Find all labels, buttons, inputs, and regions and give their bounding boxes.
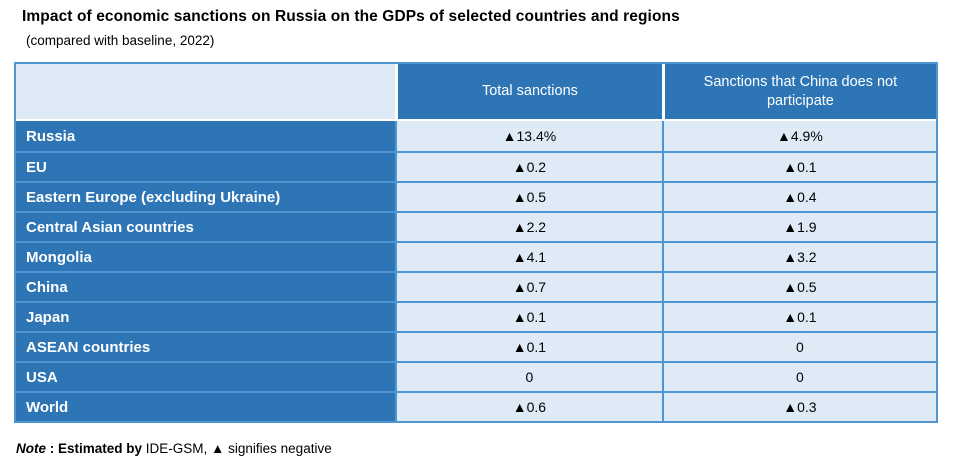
table-row: Japan ▲0.1 ▲0.1 xyxy=(16,301,936,331)
footnote-bold-text: Estimated by xyxy=(58,441,146,456)
column-header-no-china-sanctions: Sanctions that China does not participat… xyxy=(661,64,936,121)
table-row: USA 0 0 xyxy=(16,361,936,391)
cell-total: ▲0.6 xyxy=(395,391,662,421)
table-row: Mongolia ▲4.1 ▲3.2 xyxy=(16,241,936,271)
row-label: EU xyxy=(16,151,396,181)
cell-no-china: ▲0.3 xyxy=(661,391,936,421)
table-row: ASEAN countries ▲0.1 0 xyxy=(16,331,936,361)
table-row: World ▲0.6 ▲0.3 xyxy=(16,391,936,421)
footnote-text: IDE-GSM, ▲ signifies negative xyxy=(145,441,332,456)
cell-total: ▲13.4% xyxy=(395,121,662,151)
cell-no-china: 0 xyxy=(661,361,936,391)
table-row: China ▲0.7 ▲0.5 xyxy=(16,271,936,301)
row-label: Russia xyxy=(16,121,396,151)
corner-cell xyxy=(16,64,396,121)
header-row: Total sanctions Sanctions that China doe… xyxy=(16,64,936,121)
row-label: China xyxy=(16,271,396,301)
gdp-impact-table: Total sanctions Sanctions that China doe… xyxy=(14,62,938,423)
cell-no-china: 0 xyxy=(661,331,936,361)
cell-total: ▲2.2 xyxy=(395,211,662,241)
table-row: Eastern Europe (excluding Ukraine) ▲0.5 … xyxy=(16,181,936,211)
footnote-label: Note xyxy=(16,441,46,456)
cell-total: ▲0.2 xyxy=(395,151,662,181)
cell-no-china: ▲0.5 xyxy=(661,271,936,301)
row-label: Eastern Europe (excluding Ukraine) xyxy=(16,181,396,211)
table-row: Russia ▲13.4% ▲4.9% xyxy=(16,121,936,151)
cell-total: 0 xyxy=(395,361,662,391)
footnote-separator: : xyxy=(46,441,58,456)
cell-no-china: ▲0.1 xyxy=(661,151,936,181)
row-label: ASEAN countries xyxy=(16,331,396,361)
cell-total: ▲0.1 xyxy=(395,331,662,361)
row-label: World xyxy=(16,391,396,421)
cell-total: ▲4.1 xyxy=(395,241,662,271)
cell-no-china: ▲0.1 xyxy=(661,301,936,331)
column-header-total-sanctions: Total sanctions xyxy=(395,64,662,121)
cell-total: ▲0.5 xyxy=(395,181,662,211)
cell-no-china: ▲4.9% xyxy=(661,121,936,151)
table-row: EU ▲0.2 ▲0.1 xyxy=(16,151,936,181)
table-row: Central Asian countries ▲2.2 ▲1.9 xyxy=(16,211,936,241)
table-header: Total sanctions Sanctions that China doe… xyxy=(16,64,936,121)
row-label: Central Asian countries xyxy=(16,211,396,241)
page-subtitle: (compared with baseline, 2022) xyxy=(26,33,215,48)
page-title: Impact of economic sanctions on Russia o… xyxy=(22,8,680,25)
row-label: Mongolia xyxy=(16,241,396,271)
cell-total: ▲0.7 xyxy=(395,271,662,301)
table-body: Russia ▲13.4% ▲4.9% EU ▲0.2 ▲0.1 Eastern… xyxy=(16,121,936,421)
cell-total: ▲0.1 xyxy=(395,301,662,331)
cell-no-china: ▲3.2 xyxy=(661,241,936,271)
row-label: USA xyxy=(16,361,396,391)
cell-no-china: ▲0.4 xyxy=(661,181,936,211)
footnote: Note : Estimated by IDE-GSM, ▲ signifies… xyxy=(16,441,332,456)
cell-no-china: ▲1.9 xyxy=(661,211,936,241)
row-label: Japan xyxy=(16,301,396,331)
